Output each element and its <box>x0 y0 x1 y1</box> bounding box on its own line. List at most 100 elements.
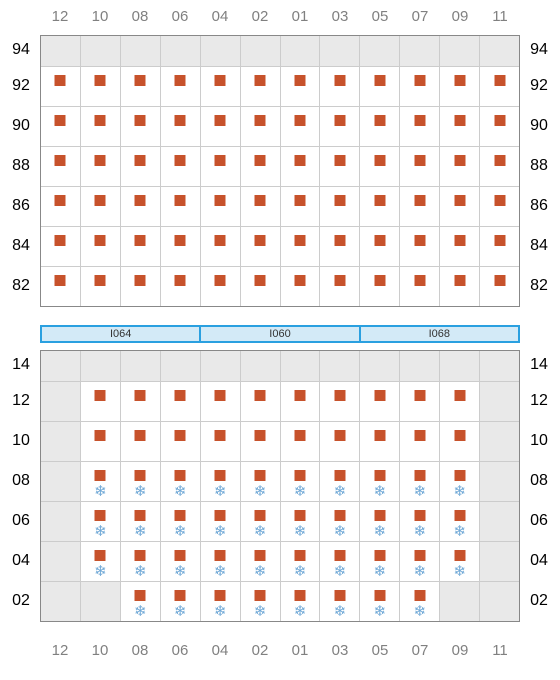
seat-cell[interactable] <box>201 66 241 106</box>
seat-cell[interactable]: ❄ <box>121 581 161 621</box>
seat-cell[interactable] <box>281 421 321 461</box>
seat-cell[interactable]: ❄ <box>440 501 480 541</box>
seat-cell[interactable]: ❄ <box>281 541 321 581</box>
seat-cell[interactable]: ❄ <box>121 461 161 501</box>
seat-cell[interactable] <box>440 266 480 306</box>
seat-cell[interactable] <box>121 266 161 306</box>
seat-cell[interactable] <box>320 186 360 226</box>
seat-cell[interactable] <box>360 226 400 266</box>
seat-cell[interactable] <box>81 186 121 226</box>
seat-cell[interactable] <box>241 106 281 146</box>
seat-cell[interactable] <box>161 146 201 186</box>
seat-cell[interactable] <box>81 266 121 306</box>
seat-cell[interactable] <box>281 66 321 106</box>
seat-cell[interactable] <box>400 381 440 421</box>
seat-cell[interactable] <box>81 66 121 106</box>
seat-cell[interactable] <box>81 226 121 266</box>
seat-cell[interactable]: ❄ <box>201 461 241 501</box>
seat-cell[interactable] <box>241 381 281 421</box>
seat-cell[interactable] <box>480 226 519 266</box>
seat-cell[interactable]: ❄ <box>161 581 201 621</box>
seat-cell[interactable]: ❄ <box>161 501 201 541</box>
seat-cell[interactable]: ❄ <box>81 461 121 501</box>
seat-cell[interactable] <box>440 146 480 186</box>
seat-cell[interactable]: ❄ <box>281 501 321 541</box>
seat-cell[interactable] <box>320 226 360 266</box>
seat-cell[interactable] <box>281 226 321 266</box>
seat-cell[interactable] <box>121 106 161 146</box>
seat-cell[interactable] <box>400 266 440 306</box>
seat-cell[interactable]: ❄ <box>241 461 281 501</box>
seat-cell[interactable]: ❄ <box>201 581 241 621</box>
seat-cell[interactable] <box>281 266 321 306</box>
seat-cell[interactable] <box>241 226 281 266</box>
seat-cell[interactable] <box>41 226 81 266</box>
seat-cell[interactable] <box>480 106 519 146</box>
seat-cell[interactable] <box>360 146 400 186</box>
seat-cell[interactable] <box>440 226 480 266</box>
seat-cell[interactable] <box>201 381 241 421</box>
seat-cell[interactable]: ❄ <box>360 581 400 621</box>
seat-cell[interactable] <box>121 226 161 266</box>
seat-cell[interactable] <box>440 106 480 146</box>
seat-cell[interactable] <box>480 186 519 226</box>
seat-cell[interactable] <box>41 66 81 106</box>
seat-cell[interactable] <box>320 421 360 461</box>
seat-cell[interactable] <box>161 66 201 106</box>
seat-cell[interactable] <box>320 66 360 106</box>
seat-cell[interactable] <box>360 381 400 421</box>
seat-cell[interactable] <box>400 146 440 186</box>
seat-cell[interactable]: ❄ <box>281 581 321 621</box>
seat-cell[interactable] <box>161 186 201 226</box>
seat-cell[interactable] <box>440 421 480 461</box>
seat-cell[interactable]: ❄ <box>400 501 440 541</box>
seat-cell[interactable] <box>81 106 121 146</box>
seat-cell[interactable] <box>161 421 201 461</box>
seat-cell[interactable] <box>400 66 440 106</box>
seat-cell[interactable]: ❄ <box>320 501 360 541</box>
seat-cell[interactable]: ❄ <box>360 501 400 541</box>
seat-cell[interactable] <box>241 186 281 226</box>
seat-cell[interactable]: ❄ <box>161 541 201 581</box>
seat-cell[interactable] <box>81 146 121 186</box>
seat-cell[interactable]: ❄ <box>81 541 121 581</box>
seat-cell[interactable]: ❄ <box>241 541 281 581</box>
seat-cell[interactable] <box>201 421 241 461</box>
seat-cell[interactable] <box>41 266 81 306</box>
seat-cell[interactable]: ❄ <box>320 461 360 501</box>
seat-cell[interactable] <box>440 381 480 421</box>
seat-cell[interactable] <box>320 266 360 306</box>
seat-cell[interactable] <box>201 106 241 146</box>
seat-cell[interactable] <box>440 66 480 106</box>
seat-cell[interactable] <box>241 66 281 106</box>
seat-cell[interactable] <box>121 421 161 461</box>
seat-cell[interactable] <box>241 266 281 306</box>
seat-cell[interactable] <box>400 186 440 226</box>
seat-cell[interactable] <box>161 106 201 146</box>
seat-cell[interactable] <box>320 106 360 146</box>
seat-cell[interactable]: ❄ <box>121 541 161 581</box>
seat-cell[interactable] <box>81 421 121 461</box>
seat-cell[interactable] <box>201 266 241 306</box>
seat-cell[interactable] <box>281 106 321 146</box>
seat-cell[interactable]: ❄ <box>400 461 440 501</box>
seat-cell[interactable] <box>81 381 121 421</box>
seat-cell[interactable] <box>360 421 400 461</box>
seat-cell[interactable] <box>480 266 519 306</box>
seat-cell[interactable] <box>320 146 360 186</box>
seat-cell[interactable] <box>41 106 81 146</box>
seat-cell[interactable]: ❄ <box>440 541 480 581</box>
seat-cell[interactable] <box>480 66 519 106</box>
seat-cell[interactable]: ❄ <box>241 581 281 621</box>
seat-cell[interactable]: ❄ <box>161 461 201 501</box>
seat-cell[interactable] <box>161 381 201 421</box>
seat-cell[interactable] <box>360 266 400 306</box>
seat-cell[interactable]: ❄ <box>201 501 241 541</box>
seat-cell[interactable]: ❄ <box>241 501 281 541</box>
seat-cell[interactable] <box>400 226 440 266</box>
seat-cell[interactable] <box>121 66 161 106</box>
seat-cell[interactable] <box>360 186 400 226</box>
seat-cell[interactable] <box>41 146 81 186</box>
seat-cell[interactable] <box>161 226 201 266</box>
seat-cell[interactable] <box>281 186 321 226</box>
